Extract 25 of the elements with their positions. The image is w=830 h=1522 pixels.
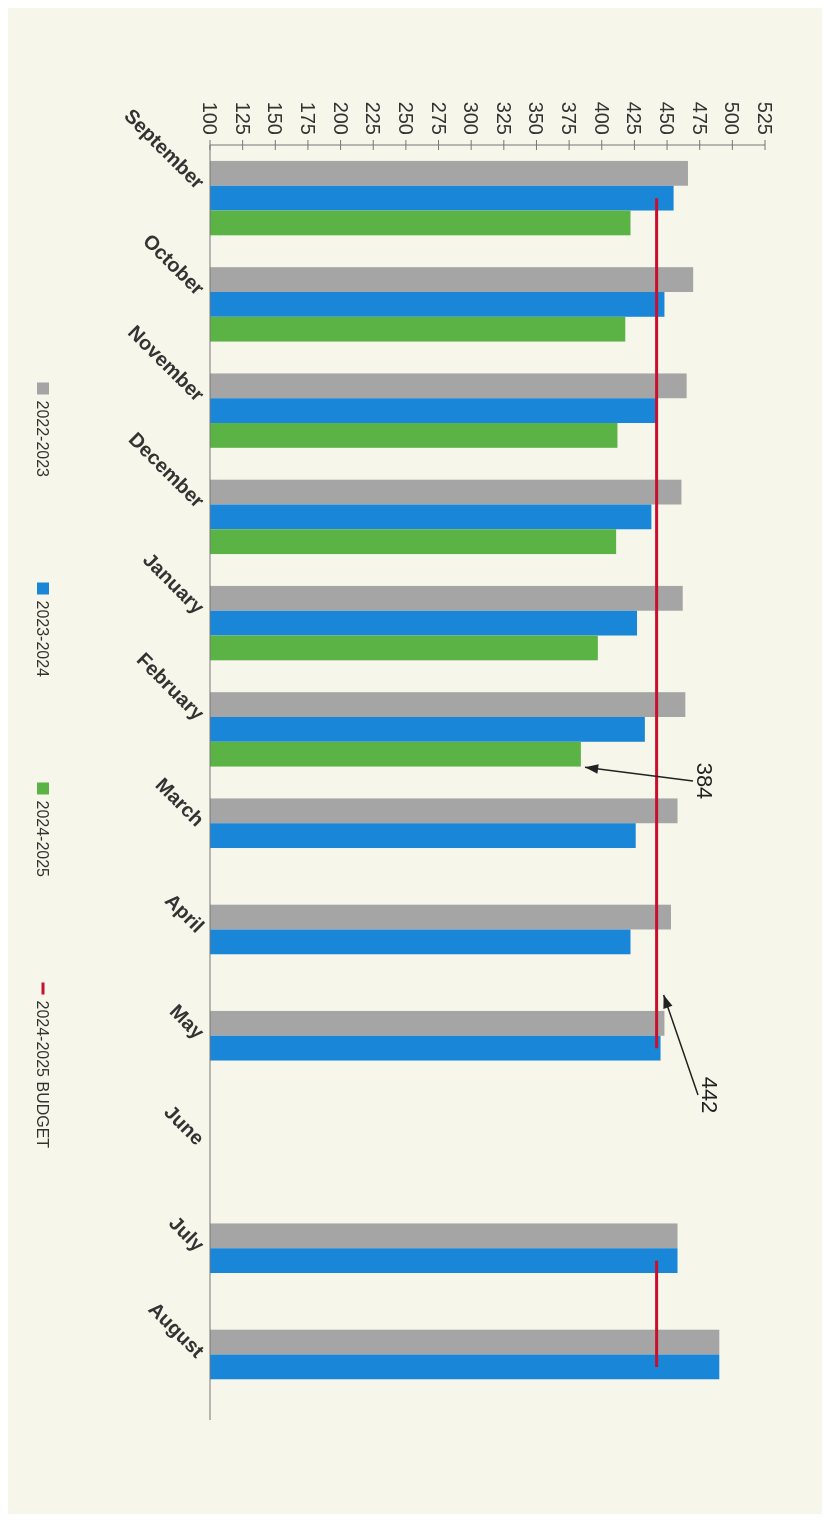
x-tick-label: 175 — [296, 101, 319, 135]
annotation: 384 — [692, 762, 718, 800]
x-tick-label: 150 — [264, 101, 287, 135]
x-tick-label: 375 — [558, 101, 581, 135]
x-tick-label: 125 — [231, 101, 254, 135]
x-tick-label: 425 — [623, 101, 646, 135]
x-tick-label: 300 — [460, 101, 483, 135]
x-tick-label: 450 — [656, 101, 679, 135]
annotation: 442 — [697, 1076, 723, 1114]
x-tick-label: 275 — [427, 101, 450, 135]
x-tick-label: 100 — [199, 101, 221, 135]
legend-label: 2022-2023 — [34, 400, 52, 478]
x-tick-label: 225 — [362, 101, 385, 135]
legend-label: 2024-2025 — [34, 800, 52, 878]
x-tick-label: 325 — [492, 101, 515, 135]
x-tick-label: 350 — [525, 101, 548, 135]
x-tick-label: 525 — [754, 101, 776, 135]
x-tick-label: 250 — [394, 101, 417, 135]
y-tick-label: July — [164, 1211, 210, 1257]
x-tick-label: 200 — [329, 101, 352, 135]
x-tick-label: 475 — [688, 101, 711, 135]
legend-label: 2024-2025 BUDGET — [34, 1000, 52, 1149]
x-tick-label: 500 — [721, 101, 744, 135]
legend-label: 2023-2024 — [34, 600, 52, 678]
x-tick-label: 400 — [590, 101, 613, 135]
